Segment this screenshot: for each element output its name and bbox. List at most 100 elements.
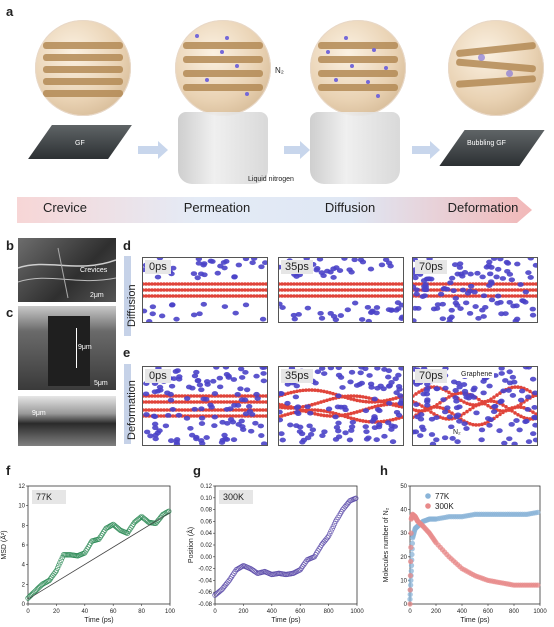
graphene-atom	[528, 282, 532, 286]
graphene-atom	[310, 288, 314, 292]
n2-molecule	[295, 411, 302, 417]
n2-molecule	[504, 268, 511, 274]
n2-molecule	[385, 260, 393, 266]
graphene-atom	[231, 414, 235, 418]
graphene-atom	[252, 288, 256, 292]
n2-molecule	[234, 391, 241, 397]
graphene-atom	[507, 282, 511, 286]
diffusion-snapshot-35ps: 35ps	[278, 257, 404, 323]
graphene-atom	[358, 399, 362, 403]
n2-molecule	[235, 422, 242, 427]
time-label: 70ps	[415, 260, 447, 274]
graphene-atom	[510, 406, 514, 410]
n2-molecule	[513, 303, 520, 309]
graphene-atom	[513, 294, 517, 298]
graphene-atom	[349, 416, 353, 420]
n2-molecule	[525, 270, 532, 276]
graphene-atom	[286, 294, 290, 298]
n2-molecule	[468, 393, 475, 398]
n2-molecule	[170, 376, 178, 382]
graphene-atom	[264, 408, 267, 412]
diffusion-zoom-circle	[310, 20, 406, 116]
graphene-atom	[531, 410, 535, 414]
n2-molecule	[219, 437, 226, 443]
y-tick-label: 40	[400, 508, 407, 514]
n2-molecule	[441, 435, 449, 441]
stage-permeation: Permeation	[183, 200, 251, 215]
graphene-atom	[177, 394, 181, 398]
graphene-atom	[534, 294, 537, 298]
n2-molecule	[238, 375, 246, 380]
graphene-atom	[358, 288, 362, 292]
n2-molecule	[211, 423, 218, 429]
graphene-atom	[456, 282, 460, 286]
panel-label-a: a	[6, 4, 14, 19]
graphene-atom	[156, 282, 160, 286]
graphene-atom	[417, 282, 421, 286]
graphene-atom	[361, 399, 365, 404]
graphene-atom	[346, 282, 350, 286]
graphene-atom	[507, 407, 511, 411]
graphene-atom	[367, 282, 371, 286]
n2-molecule	[196, 382, 204, 388]
graphene-atom	[397, 294, 401, 298]
graphene-atom	[322, 389, 326, 394]
graphene-atom	[192, 288, 196, 292]
graphene-atom	[292, 282, 296, 286]
graphene-atom	[498, 408, 502, 413]
graphene-atom	[198, 294, 202, 298]
graphene-atom	[519, 294, 523, 298]
graphene-atom	[231, 288, 235, 292]
graphene-atom	[219, 394, 223, 398]
n2-molecule	[462, 300, 470, 306]
graphene-atom	[237, 282, 241, 286]
n2-molecule	[254, 396, 261, 401]
graphene-atom	[159, 408, 163, 412]
n2-molecule	[333, 425, 341, 430]
graphene-atom	[280, 282, 284, 286]
graphene-atom	[358, 418, 362, 423]
graphene-atom	[301, 388, 305, 393]
n2-molecule	[366, 373, 373, 378]
liquid-nitrogen-container-2	[310, 112, 400, 184]
graphene-atom	[204, 294, 208, 298]
graphene-atom	[174, 394, 178, 398]
graphene-atom	[280, 405, 284, 410]
n2-molecule	[321, 429, 328, 435]
n2-molecule	[330, 275, 337, 280]
n2-molecule	[527, 275, 534, 280]
y-tick-label: 0.10	[200, 496, 212, 502]
graphene-atom	[400, 282, 403, 286]
n2-molecule	[374, 367, 381, 371]
n2-molecule	[488, 280, 495, 286]
y-tick-label: 50	[400, 484, 407, 490]
n2-molecule	[374, 385, 381, 391]
n2-molecule	[374, 407, 382, 412]
graphene-atom	[513, 411, 517, 415]
n2-molecule	[335, 367, 342, 371]
graphene-atom	[162, 282, 166, 286]
n2-molecule	[450, 379, 458, 385]
graphene-atom	[477, 294, 481, 298]
graphene-atom	[471, 403, 475, 407]
graphene-atom	[286, 391, 290, 396]
graphene-atom	[195, 414, 199, 418]
graphene-atom	[183, 294, 187, 298]
n2-molecule	[238, 418, 245, 424]
graphene-atom	[414, 392, 418, 396]
graphene-atom	[379, 294, 383, 298]
n2-molecule	[369, 308, 376, 314]
n2-molecule	[419, 424, 426, 430]
graphene-atom	[295, 294, 299, 298]
n2-molecule	[258, 433, 265, 438]
n2-molecule	[447, 280, 454, 286]
graphene-atom	[486, 399, 490, 403]
graphene-atom	[310, 402, 314, 407]
graphene-atom	[391, 294, 395, 298]
n2-molecule	[203, 379, 211, 384]
graphene-atom	[385, 294, 389, 298]
n2-molecule	[522, 289, 530, 295]
graphene-atom	[397, 288, 401, 292]
y-tick-label: 0	[22, 602, 26, 608]
data-point	[222, 582, 229, 588]
